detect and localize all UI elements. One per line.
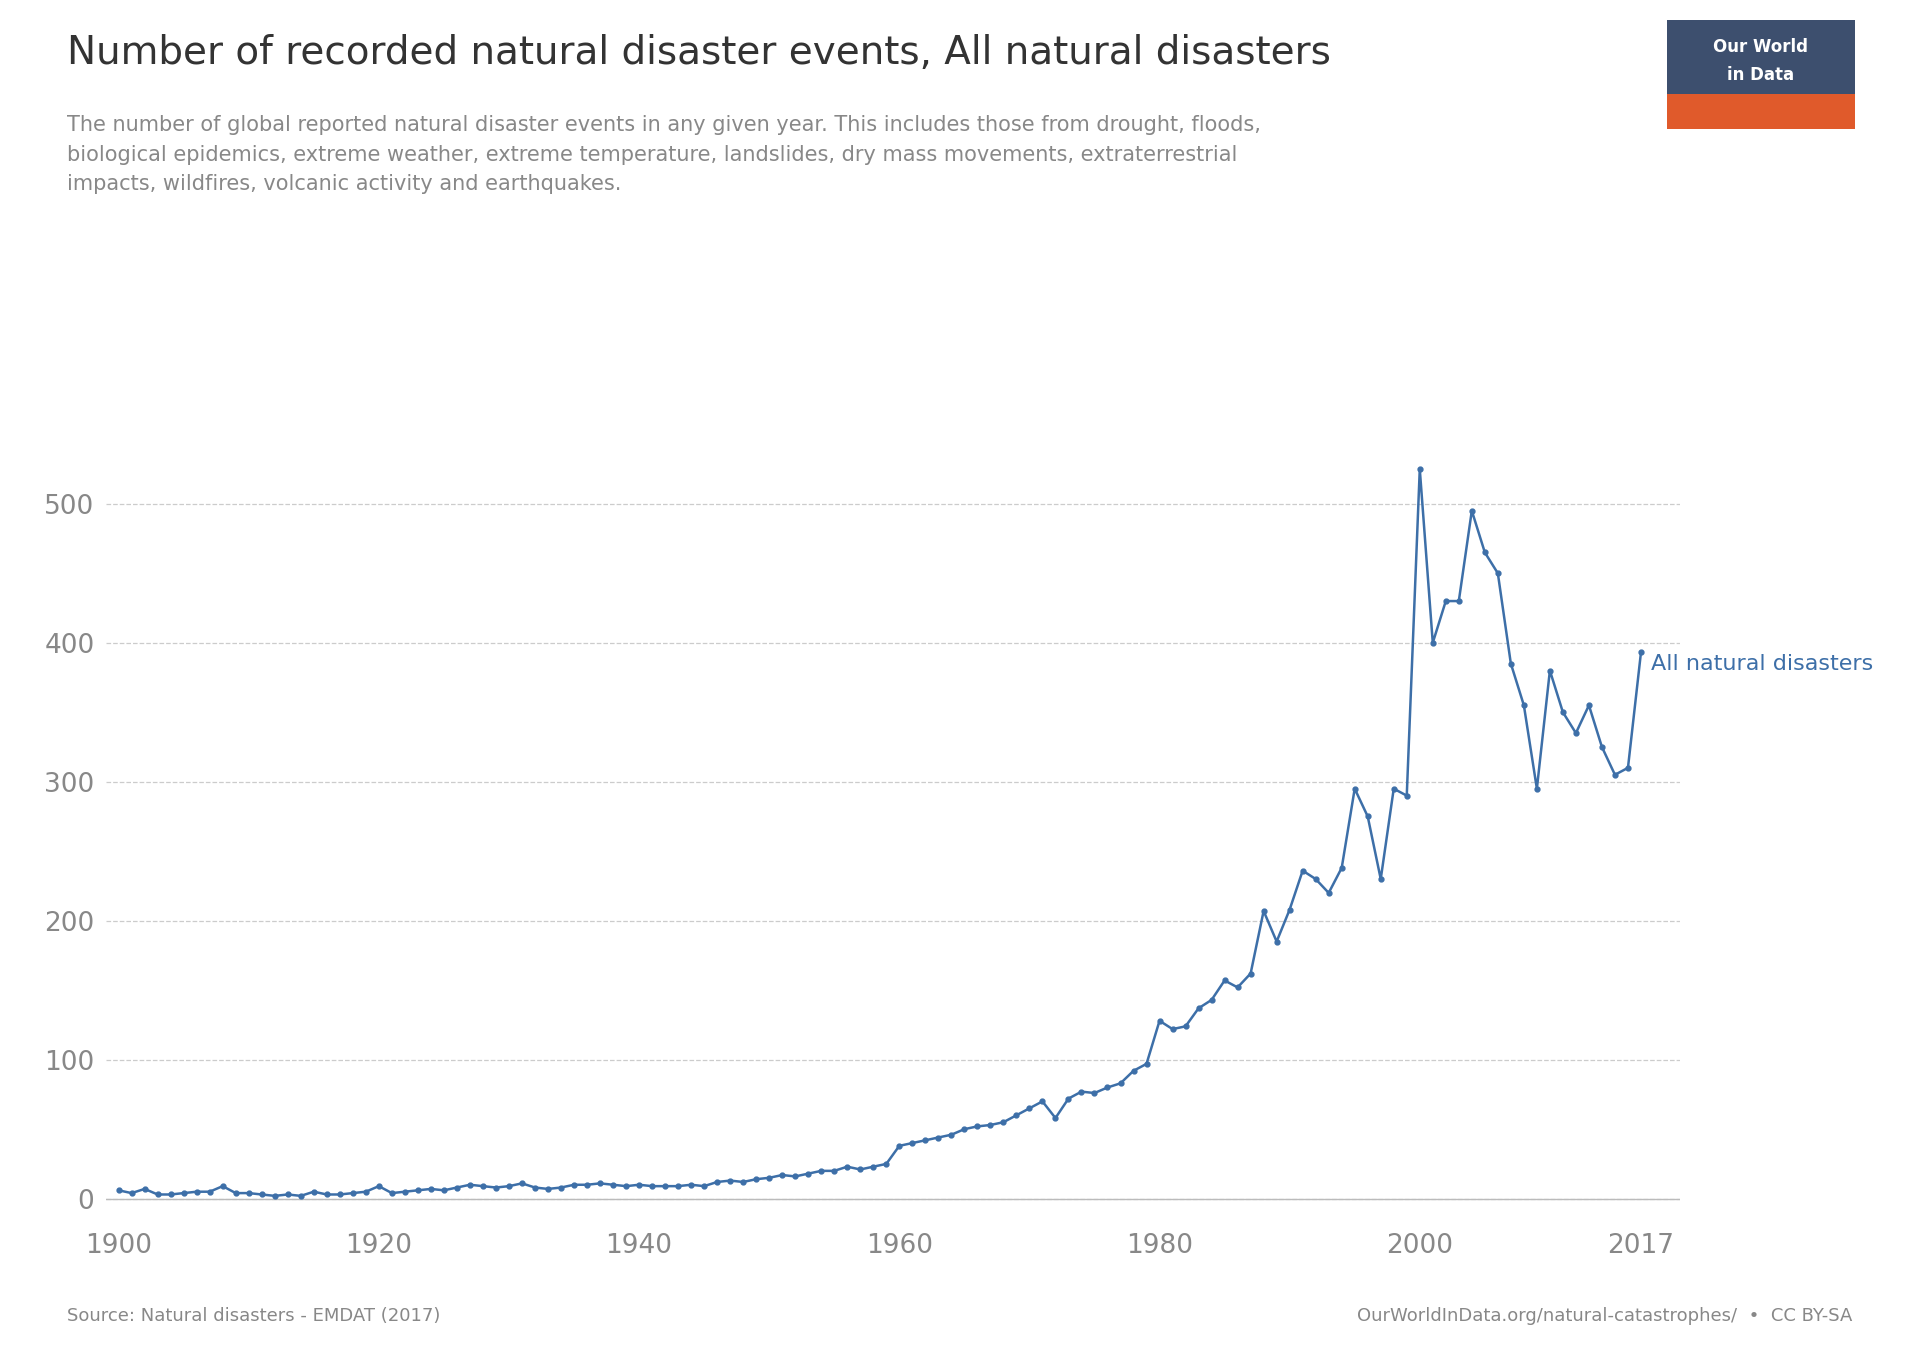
Text: The number of global reported natural disaster events in any given year. This in: The number of global reported natural di…	[67, 115, 1261, 194]
Text: in Data: in Data	[1728, 65, 1793, 84]
Text: Our World: Our World	[1713, 38, 1809, 57]
Text: Number of recorded natural disaster events, All natural disasters: Number of recorded natural disaster even…	[67, 34, 1331, 72]
Text: Source: Natural disasters - EMDAT (2017): Source: Natural disasters - EMDAT (2017)	[67, 1308, 440, 1325]
FancyBboxPatch shape	[1667, 93, 1855, 129]
FancyBboxPatch shape	[1667, 20, 1855, 93]
Text: OurWorldInData.org/natural-catastrophes/  •  CC BY-SA: OurWorldInData.org/natural-catastrophes/…	[1357, 1308, 1853, 1325]
Text: All natural disasters: All natural disasters	[1651, 653, 1874, 673]
